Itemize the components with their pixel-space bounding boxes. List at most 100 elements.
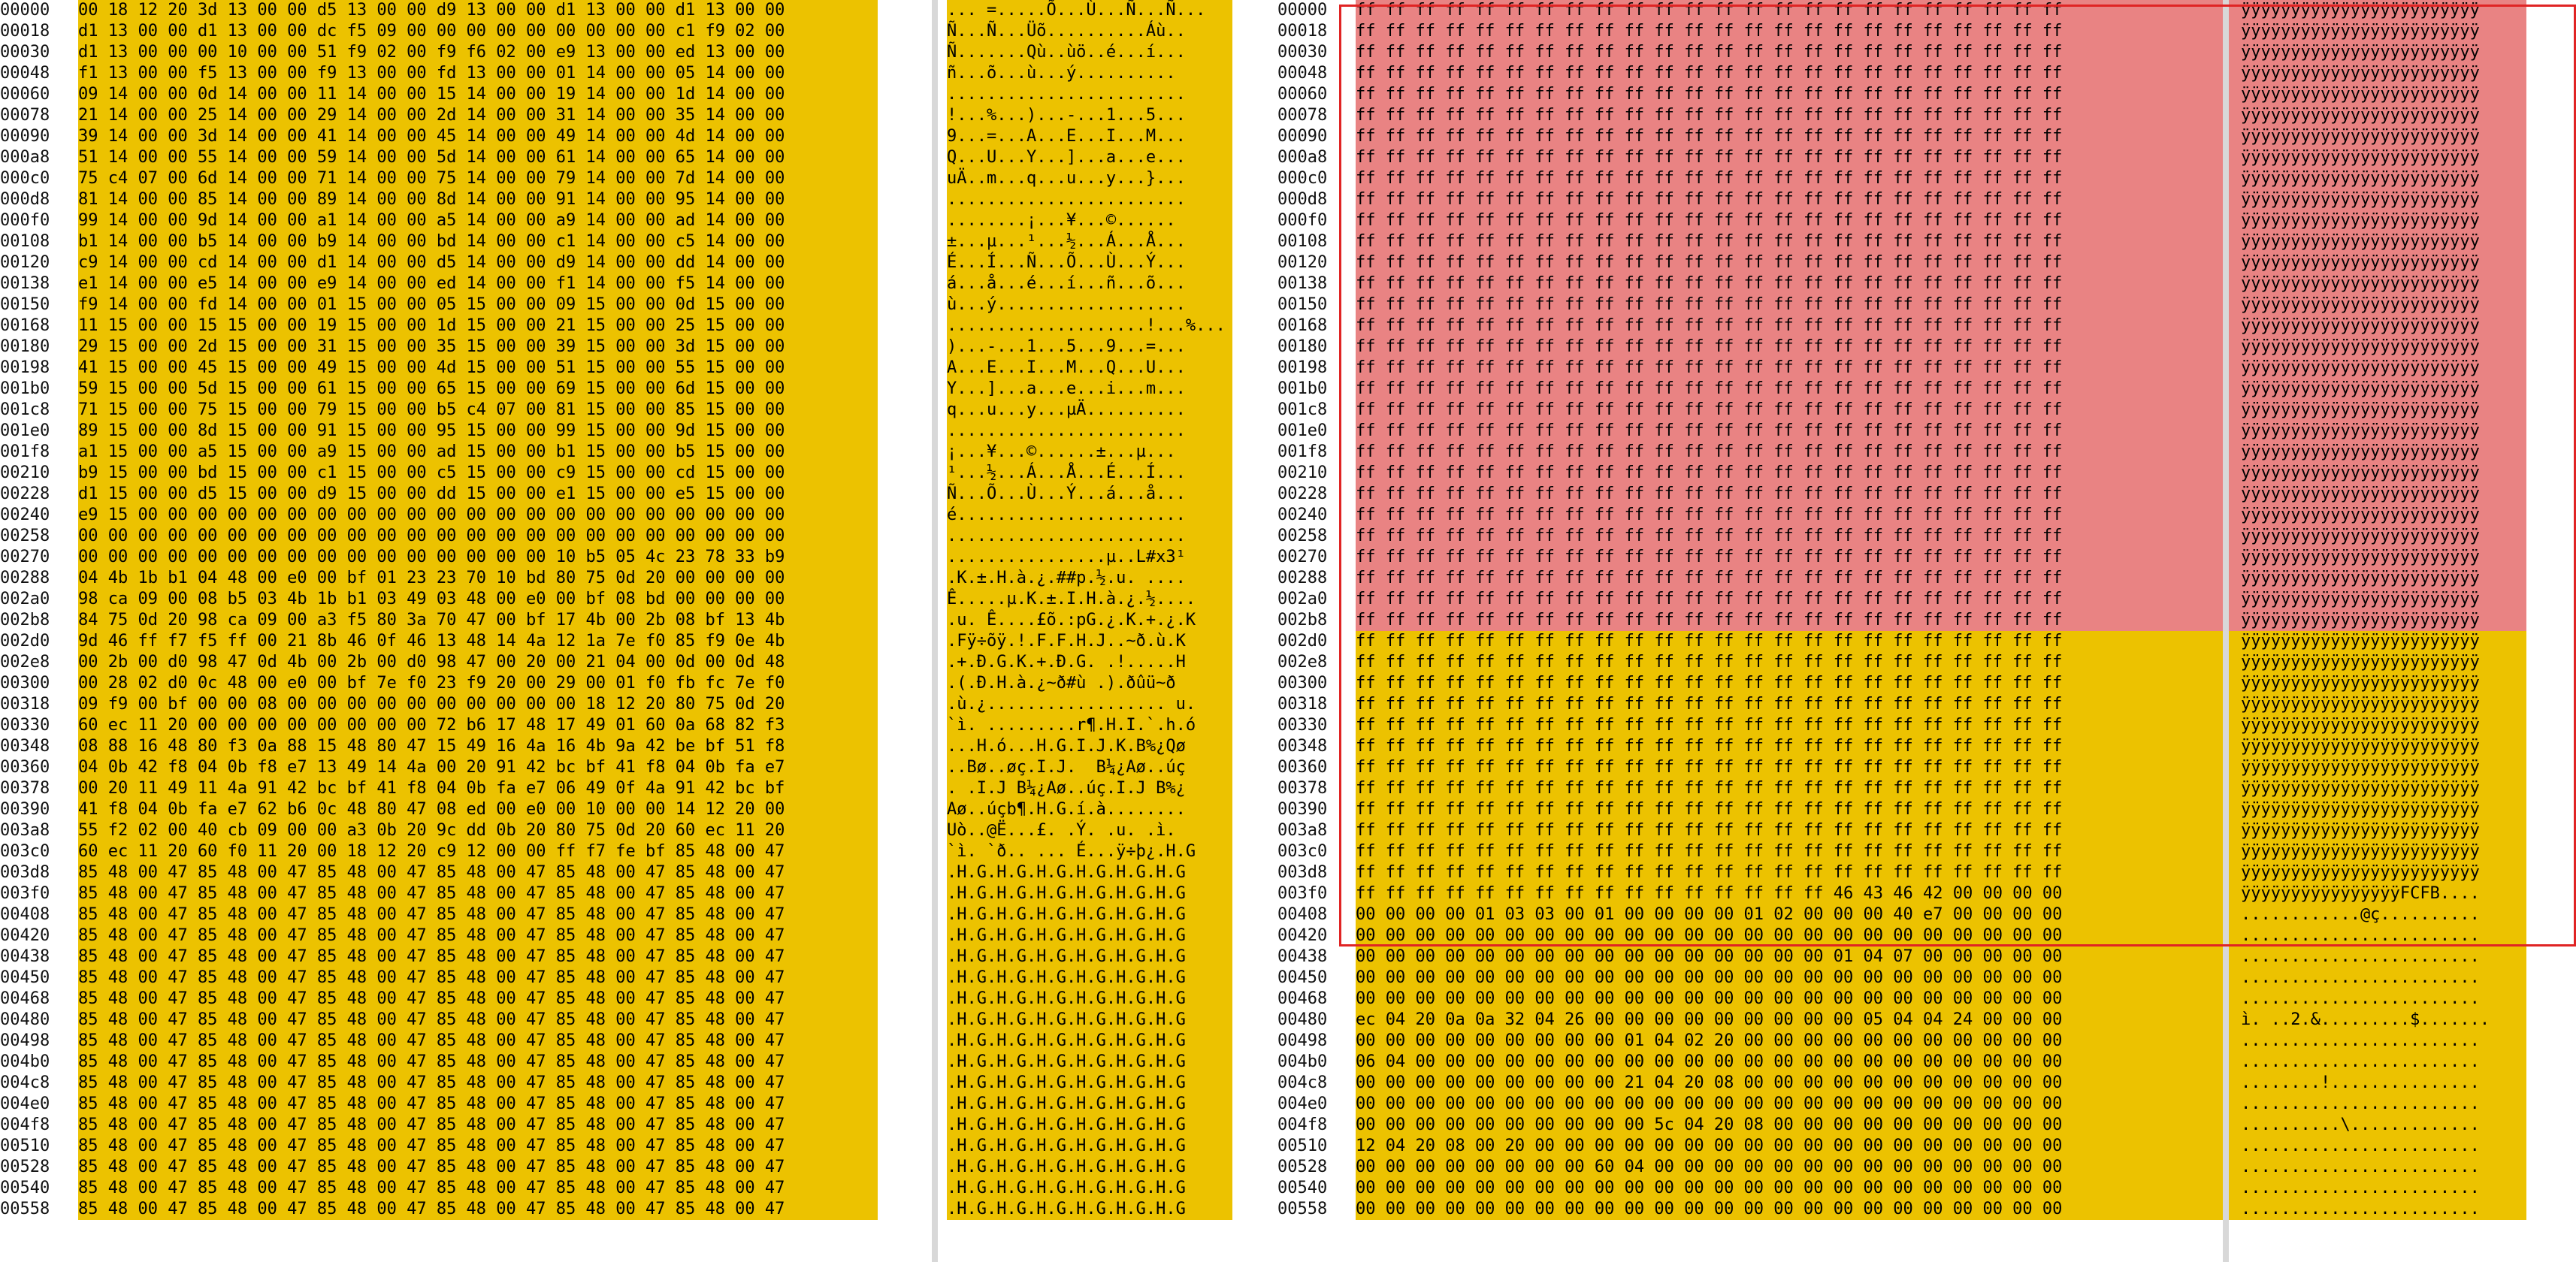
- ascii-row[interactable]: ........................: [2241, 1178, 2526, 1199]
- ascii-row[interactable]: ÿÿÿÿÿÿÿÿÿÿÿÿÿÿÿÿÿÿÿÿÿÿÿÿ: [2241, 673, 2526, 694]
- hex-row[interactable]: 00 00 00 00 00 00 00 00 00 00 00 00 00 0…: [1356, 1199, 2305, 1220]
- left-hex-column[interactable]: 00 18 12 20 3d 13 00 00 d5 13 00 00 d9 1…: [78, 0, 878, 1220]
- hex-row[interactable]: 00 00 00 00 00 00 00 00 00 00 00 00 00 0…: [78, 527, 785, 545]
- hex-row[interactable]: 21 14 00 00 25 14 00 00 29 14 00 00 2d 1…: [78, 106, 785, 125]
- ascii-row[interactable]: .H.G.H.G.H.G.H.G.H.G.H.G: [947, 1010, 1186, 1029]
- ascii-row[interactable]: É...Í...Ñ...Õ...Ù...Ý...: [947, 253, 1186, 272]
- ascii-row[interactable]: .H.G.H.G.H.G.H.G.H.G.H.G: [947, 1052, 1186, 1071]
- ascii-row[interactable]: .H.G.H.G.H.G.H.G.H.G.H.G: [947, 1158, 1186, 1176]
- ascii-row[interactable]: ÿÿÿÿÿÿÿÿÿÿÿÿÿÿÿÿÿÿÿÿÿÿÿÿ: [2241, 42, 2526, 63]
- ascii-row[interactable]: ÿÿÿÿÿÿÿÿÿÿÿÿÿÿÿÿÿÿÿÿÿÿÿÿ: [2241, 442, 2526, 463]
- hex-row[interactable]: ff ff ff ff ff ff ff ff ff ff ff ff ff f…: [1356, 715, 2305, 736]
- ascii-row[interactable]: .+.Ð.G.K.+.Ð.G. .!.....H: [947, 653, 1186, 672]
- hex-row[interactable]: f9 14 00 00 fd 14 00 00 01 15 00 00 05 1…: [78, 295, 785, 314]
- ascii-row[interactable]: .H.G.H.G.H.G.H.G.H.G.H.G: [947, 1094, 1186, 1113]
- ascii-row[interactable]: ........................: [2241, 925, 2526, 946]
- hex-row[interactable]: 11 15 00 00 15 15 00 00 19 15 00 00 1d 1…: [78, 316, 785, 335]
- ascii-row[interactable]: á...å...é...í...ñ...õ...: [947, 274, 1186, 293]
- ascii-row[interactable]: ........................: [2241, 1094, 2526, 1115]
- ascii-row[interactable]: ÿÿÿÿÿÿÿÿÿÿÿÿÿÿÿÿÿÿÿÿÿÿÿÿ: [2241, 862, 2526, 883]
- ascii-row[interactable]: A...E...I...M...Q...U...: [947, 358, 1186, 377]
- ascii-row[interactable]: Y...]...a...e...i...m...: [947, 379, 1186, 398]
- hex-row[interactable]: ff ff ff ff ff ff ff ff ff ff ff ff ff f…: [1356, 252, 2305, 273]
- ascii-row[interactable]: ÿÿÿÿÿÿÿÿÿÿÿÿÿÿÿÿÿÿÿÿÿÿÿÿ: [2241, 358, 2526, 379]
- ascii-row[interactable]: ÿÿÿÿÿÿÿÿÿÿÿÿÿÿÿÿÿÿÿÿÿÿÿÿ: [2241, 652, 2526, 673]
- ascii-row[interactable]: `ì. .........r¶.H.I.`.h.ó: [947, 716, 1196, 735]
- hex-row[interactable]: ff ff ff ff ff ff ff ff ff ff ff ff ff f…: [1356, 841, 2305, 862]
- ascii-row[interactable]: ÿÿÿÿÿÿÿÿÿÿÿÿÿÿÿÿÿÿÿÿÿÿÿÿ: [2241, 547, 2526, 568]
- ascii-row[interactable]: ÿÿÿÿÿÿÿÿÿÿÿÿÿÿÿÿÿÿÿÿÿÿÿÿ: [2241, 84, 2526, 105]
- hex-row[interactable]: ff ff ff ff ff ff ff ff ff ff ff ff ff f…: [1356, 316, 2305, 337]
- hex-row[interactable]: 00 00 00 00 00 00 00 00 00 00 00 00 00 0…: [1356, 946, 2305, 968]
- hex-row[interactable]: 85 48 00 47 85 48 00 47 85 48 00 47 85 4…: [78, 1031, 785, 1050]
- hex-row[interactable]: 71 15 00 00 75 15 00 00 79 15 00 00 b5 c…: [78, 400, 785, 419]
- hex-row[interactable]: 04 0b 42 f8 04 0b f8 e7 13 49 14 4a 00 2…: [78, 758, 785, 777]
- ascii-row[interactable]: ÿÿÿÿÿÿÿÿÿÿÿÿÿÿÿÿÿÿÿÿÿÿÿÿ: [2241, 294, 2526, 316]
- hex-row[interactable]: 89 15 00 00 8d 15 00 00 91 15 00 00 95 1…: [78, 421, 785, 440]
- hex-row[interactable]: ff ff ff ff ff ff ff ff ff ff ff ff ff f…: [1356, 484, 2305, 505]
- ascii-row[interactable]: .H.G.H.G.H.G.H.G.H.G.H.G: [947, 884, 1186, 903]
- hex-row[interactable]: 85 48 00 47 85 48 00 47 85 48 00 47 85 4…: [78, 884, 785, 903]
- ascii-row[interactable]: Q...U...Y...]...a...e...: [947, 148, 1186, 167]
- ascii-row[interactable]: ÿÿÿÿÿÿÿÿÿÿÿÿÿÿÿÿÿÿÿÿÿÿÿÿ: [2241, 736, 2526, 757]
- ascii-row[interactable]: ........................: [2241, 989, 2526, 1010]
- hex-row[interactable]: ff ff ff ff ff ff ff ff ff ff ff ff ff f…: [1356, 189, 2305, 210]
- hex-row[interactable]: 00 00 00 00 00 00 00 00 00 00 00 00 00 0…: [1356, 968, 2305, 989]
- ascii-row[interactable]: .K.±.H.à.¿.##p.½.u. ....: [947, 569, 1186, 587]
- hex-row[interactable]: 85 48 00 47 85 48 00 47 85 48 00 47 85 4…: [78, 1052, 785, 1071]
- ascii-row[interactable]: ÿÿÿÿÿÿÿÿÿÿÿÿÿÿÿÿÿÿÿÿÿÿÿÿ: [2241, 0, 2526, 21]
- hex-row[interactable]: ff ff ff ff ff ff ff ff ff ff ff ff ff f…: [1356, 547, 2305, 568]
- hex-row[interactable]: ff ff ff ff ff ff ff ff ff ff ff ff ff f…: [1356, 610, 2305, 631]
- hex-row[interactable]: 85 48 00 47 85 48 00 47 85 48 00 47 85 4…: [78, 1094, 785, 1113]
- hex-row[interactable]: ff ff ff ff ff ff ff ff ff ff ff ff ff f…: [1356, 694, 2305, 715]
- ascii-row[interactable]: .H.G.H.G.H.G.H.G.H.G.H.G: [947, 968, 1186, 987]
- ascii-row[interactable]: ÿÿÿÿÿÿÿÿÿÿÿÿÿÿÿÿÿÿÿÿÿÿÿÿ: [2241, 715, 2526, 736]
- ascii-row[interactable]: ÿÿÿÿÿÿÿÿÿÿÿÿÿÿÿÿÿÿÿÿÿÿÿÿ: [2241, 778, 2526, 799]
- hex-row[interactable]: d1 13 00 00 d1 13 00 00 dc f5 09 00 00 0…: [78, 22, 785, 41]
- hex-row[interactable]: 29 15 00 00 2d 15 00 00 31 15 00 00 35 1…: [78, 337, 785, 356]
- ascii-row[interactable]: ÿÿÿÿÿÿÿÿÿÿÿÿÿÿÿÿÿÿÿÿÿÿÿÿ: [2241, 694, 2526, 715]
- hex-row[interactable]: 09 f9 00 bf 00 00 08 00 00 00 00 00 00 0…: [78, 695, 785, 714]
- hex-row[interactable]: ff ff ff ff ff ff ff ff ff ff ff ff ff f…: [1356, 526, 2305, 547]
- hex-row[interactable]: ff ff ff ff ff ff ff ff ff ff ff ff ff f…: [1356, 84, 2305, 105]
- hex-row[interactable]: ff ff ff ff ff ff ff ff ff ff ff ff ff f…: [1356, 42, 2305, 63]
- hex-row[interactable]: ff ff ff ff ff ff ff ff ff ff ff ff ff f…: [1356, 568, 2305, 589]
- hex-row[interactable]: 08 88 16 48 80 f3 0a 88 15 48 80 47 15 4…: [78, 737, 785, 756]
- ascii-row[interactable]: ÿÿÿÿÿÿÿÿÿÿÿÿÿÿÿÿÿÿÿÿÿÿÿÿ: [2241, 589, 2526, 610]
- hex-row[interactable]: ff ff ff ff ff ff ff ff ff ff ff ff ff f…: [1356, 147, 2305, 168]
- ascii-row[interactable]: ù...ý...................: [947, 295, 1186, 314]
- ascii-row[interactable]: ... =.....Õ...Ù...Ñ...Ñ...: [947, 1, 1206, 20]
- ascii-row[interactable]: )...-...1...5...9...=...: [947, 337, 1186, 356]
- ascii-row[interactable]: ........................: [2241, 1157, 2526, 1178]
- hex-row[interactable]: 85 48 00 47 85 48 00 47 85 48 00 47 85 4…: [78, 989, 785, 1008]
- ascii-row[interactable]: .ù.¿.................. u.: [947, 695, 1196, 714]
- ascii-row[interactable]: ........................: [947, 190, 1186, 209]
- ascii-row[interactable]: ÿÿÿÿÿÿÿÿÿÿÿÿÿÿÿÿÿÿÿÿÿÿÿÿ: [2241, 799, 2526, 820]
- hex-row[interactable]: ff ff ff ff ff ff ff ff ff ff ff ff ff f…: [1356, 673, 2305, 694]
- ascii-row[interactable]: .H.G.H.G.H.G.H.G.H.G.H.G: [947, 989, 1186, 1008]
- hex-row[interactable]: b1 14 00 00 b5 14 00 00 b9 14 00 00 bd 1…: [78, 232, 785, 251]
- hex-row[interactable]: 99 14 00 00 9d 14 00 00 a1 14 00 00 a5 1…: [78, 211, 785, 230]
- hex-row[interactable]: 00 2b 00 d0 98 47 0d 4b 00 2b 00 d0 98 4…: [78, 653, 785, 672]
- hex-row[interactable]: 85 48 00 47 85 48 00 47 85 48 00 47 85 4…: [78, 1010, 785, 1029]
- ascii-row[interactable]: ÿÿÿÿÿÿÿÿÿÿÿÿÿÿÿÿÿÿÿÿÿÿÿÿ: [2241, 189, 2526, 210]
- ascii-row[interactable]: ÿÿÿÿÿÿÿÿÿÿÿÿÿÿÿÿÿÿÿÿÿÿÿÿ: [2241, 484, 2526, 505]
- ascii-row[interactable]: ÿÿÿÿÿÿÿÿÿÿÿÿÿÿÿÿÿÿÿÿÿÿÿÿ: [2241, 568, 2526, 589]
- ascii-row[interactable]: ÿÿÿÿÿÿÿÿÿÿÿÿÿÿÿÿÿÿÿÿÿÿÿÿ: [2241, 631, 2526, 652]
- ascii-row[interactable]: ........................: [947, 421, 1186, 440]
- hex-row[interactable]: ff ff ff ff ff ff ff ff ff ff ff ff ff f…: [1356, 0, 2305, 21]
- ascii-row[interactable]: Uò..@Ë...£. .Ý. .u. .ì.: [947, 821, 1176, 840]
- hex-row[interactable]: ec 04 20 0a 0a 32 04 26 00 00 00 00 00 0…: [1356, 1010, 2305, 1031]
- left-pane-divider[interactable]: [932, 0, 938, 1262]
- hex-row[interactable]: ff ff ff ff ff ff ff ff ff ff ff ff ff f…: [1356, 21, 2305, 42]
- ascii-row[interactable]: .Fÿ÷õÿ.!.F.F.H.J..~ð.ù.K: [947, 632, 1186, 651]
- ascii-row[interactable]: Ê.....µ.K.±.I.H.à.¿.½....: [947, 590, 1196, 608]
- right-pane-divider[interactable]: [2223, 0, 2229, 1262]
- hex-row[interactable]: 00 18 12 20 3d 13 00 00 d5 13 00 00 d9 1…: [78, 1, 785, 20]
- ascii-row[interactable]: ÿÿÿÿÿÿÿÿÿÿÿÿÿÿÿÿÿÿÿÿÿÿÿÿ: [2241, 337, 2526, 358]
- hex-row[interactable]: ff ff ff ff ff ff ff ff ff ff ff ff ff f…: [1356, 505, 2305, 526]
- hex-row[interactable]: ff ff ff ff ff ff ff ff ff ff ff ff ff f…: [1356, 463, 2305, 484]
- ascii-row[interactable]: ÿÿÿÿÿÿÿÿÿÿÿÿÿÿÿÿÿÿÿÿÿÿÿÿ: [2241, 231, 2526, 252]
- hex-row[interactable]: ff ff ff ff ff ff ff ff ff ff ff ff ff f…: [1356, 294, 2305, 316]
- ascii-row[interactable]: é.......................: [947, 506, 1186, 524]
